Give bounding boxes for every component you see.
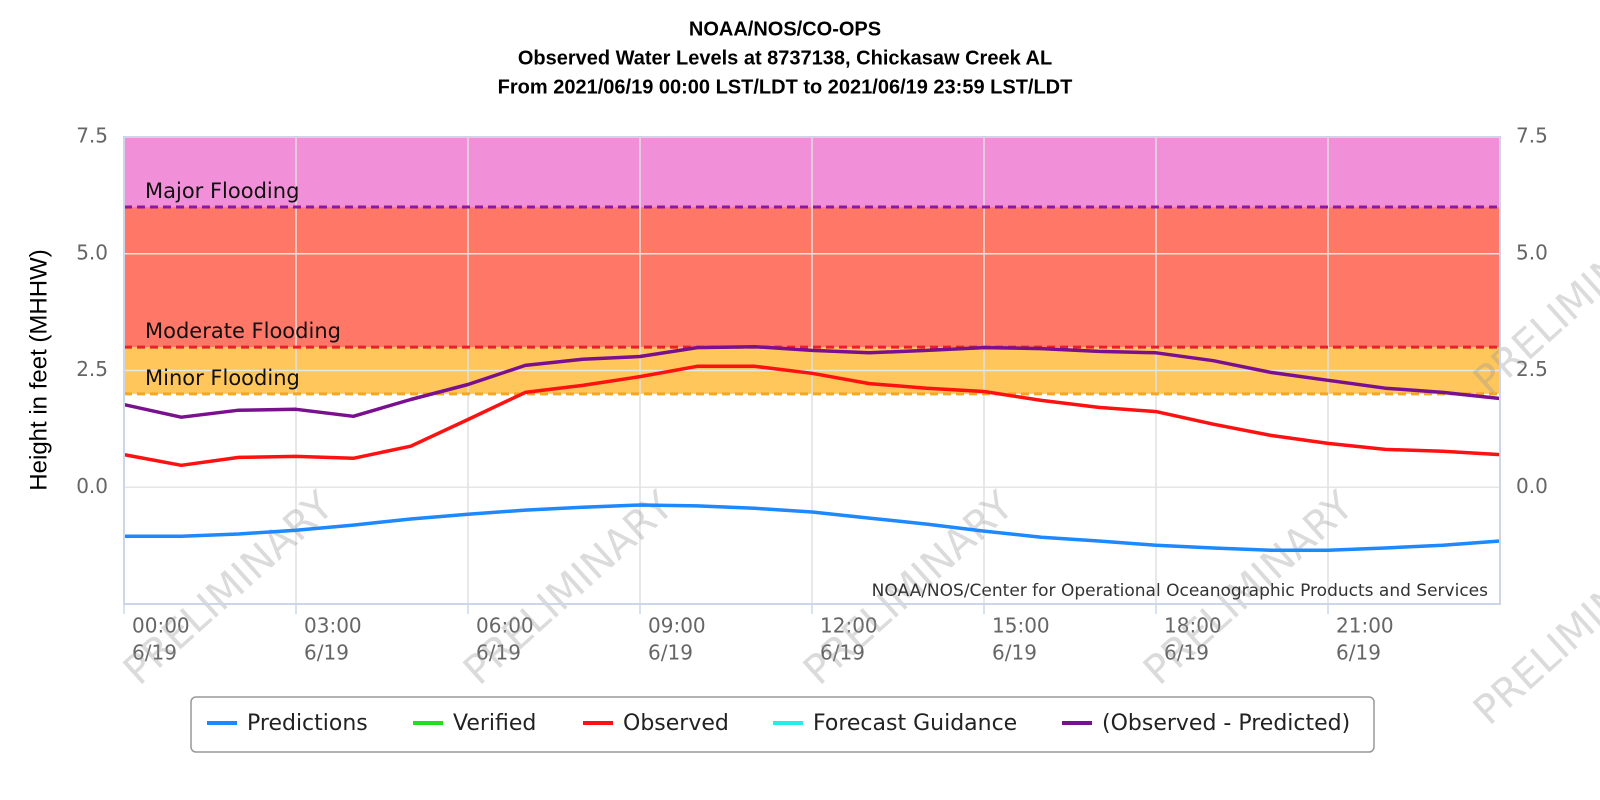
- y2-tick-label: 0.0: [1516, 474, 1548, 498]
- y2-tick-label: 7.5: [1516, 124, 1548, 148]
- flood-label: Minor Flooding: [145, 366, 300, 390]
- plot-border: [123, 136, 1501, 605]
- y-tick-label: 5.0: [76, 240, 108, 264]
- x-tick-date: 6/19: [648, 641, 693, 665]
- series-line: [123, 364, 1501, 468]
- x-tick-date: 6/19: [992, 641, 1037, 665]
- legend-label: (Observed - Predicted): [1102, 711, 1350, 736]
- y-tick-label: 7.5: [76, 124, 108, 148]
- y2-tick-label: 2.5: [1516, 357, 1548, 381]
- y-axis-label: Height in feet (MHHW): [25, 249, 52, 490]
- x-tick-label: 18:00: [1164, 614, 1222, 638]
- x-tick-label: 09:00: [648, 614, 706, 638]
- y-tick-label: 2.5: [76, 357, 108, 381]
- x-tick-label: 21:00: [1336, 614, 1394, 638]
- flood-label: Major Flooding: [145, 179, 299, 203]
- x-tick-date: 6/19: [476, 641, 521, 665]
- legend-label: Forecast Guidance: [813, 711, 1017, 736]
- x-tick-date: 6/19: [304, 641, 349, 665]
- y-tick-label: 0.0: [76, 474, 108, 498]
- series-line: [123, 344, 1501, 419]
- chart-title: NOAA/NOS/CO-OPS: [689, 18, 881, 40]
- x-tick-label: 03:00: [304, 614, 362, 638]
- x-tick-label: 06:00: [476, 614, 534, 638]
- chart-subtitle: Observed Water Levels at 8737138, Chicka…: [518, 47, 1052, 69]
- legend-label: Verified: [453, 711, 536, 736]
- y2-tick-label: 5.0: [1516, 240, 1548, 264]
- legend-label: Predictions: [247, 711, 368, 736]
- flood-label: Moderate Flooding: [145, 319, 341, 343]
- x-tick-date: 6/19: [820, 641, 865, 665]
- x-tick-date: 6/19: [132, 641, 177, 665]
- x-tick-date: 6/19: [1164, 641, 1209, 665]
- chart-subtitle: From 2021/06/19 00:00 LST/LDT to 2021/06…: [498, 76, 1073, 98]
- x-tick-label: 00:00: [132, 614, 190, 638]
- legend-label: Observed: [623, 711, 729, 736]
- series-line: [124, 503, 1501, 553]
- x-tick-label: 12:00: [820, 614, 878, 638]
- x-tick-label: 15:00: [992, 614, 1050, 638]
- x-tick-date: 6/19: [1336, 641, 1381, 665]
- credit: NOAA/NOS/Center for Operational Oceanogr…: [872, 581, 1488, 601]
